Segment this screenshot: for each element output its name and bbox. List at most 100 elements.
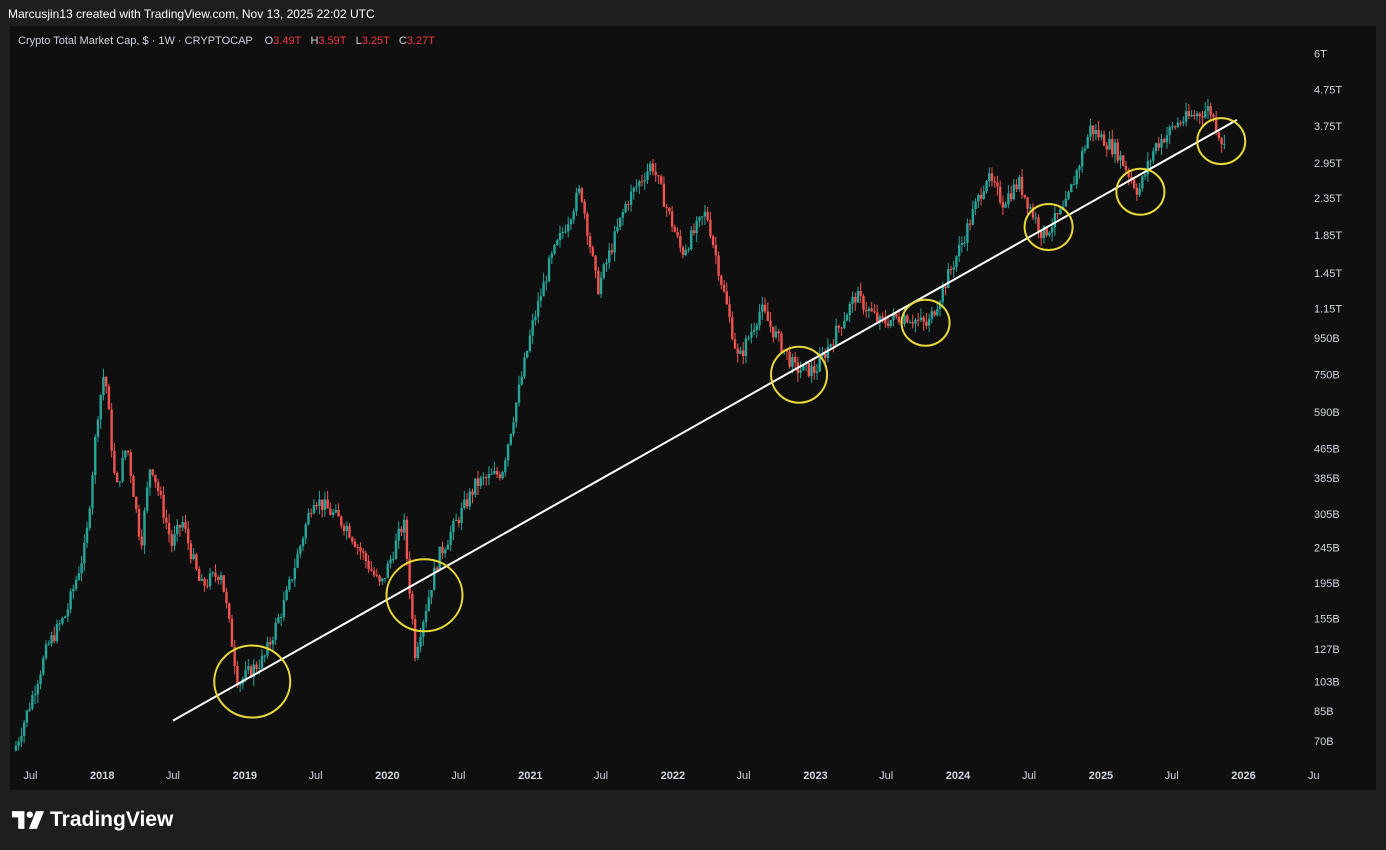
candle (1160, 133, 1163, 156)
candle-body (1141, 176, 1144, 189)
candle-body (113, 450, 116, 473)
candle-body (925, 321, 928, 326)
candle-body (840, 327, 843, 329)
x-tick-label: 2020 (375, 770, 399, 782)
candle-body (1113, 142, 1117, 155)
candle (1007, 185, 1010, 209)
candle-body (1018, 177, 1021, 190)
candle-body (996, 182, 999, 187)
candle-body (99, 395, 102, 420)
candle (282, 591, 286, 622)
candle (468, 488, 471, 510)
candle-body (1083, 148, 1087, 151)
candle (550, 250, 554, 265)
candle-body (818, 356, 821, 372)
candle-body (785, 349, 789, 352)
candle (381, 577, 384, 585)
candle (659, 174, 663, 185)
candle-body (47, 643, 50, 645)
candle-body (353, 541, 357, 547)
candle-body (1223, 143, 1226, 145)
candle (938, 299, 942, 317)
candle (487, 466, 491, 486)
candle-body (252, 664, 256, 678)
candle (397, 521, 400, 550)
candle-body (957, 245, 961, 257)
candle-body (200, 578, 204, 581)
candle-body (167, 522, 171, 535)
candle-body (178, 525, 182, 528)
candle (118, 481, 122, 488)
candle (370, 561, 373, 572)
candle (845, 313, 849, 321)
candle-body (739, 350, 742, 354)
candle-body (342, 525, 346, 532)
y-tick-label: 590B (1314, 407, 1340, 419)
candle-body (588, 236, 592, 248)
candle-body (1157, 143, 1160, 148)
candle-body (181, 522, 184, 528)
candle (501, 470, 504, 480)
candle (337, 503, 340, 517)
candle-body (632, 187, 636, 192)
candle (741, 341, 745, 365)
x-tick-label: Jul (23, 770, 37, 782)
candle-body (1072, 184, 1076, 186)
candle-body (772, 326, 775, 338)
candle (777, 329, 780, 342)
candle-body (463, 499, 466, 508)
candle-body (955, 256, 958, 268)
candle (700, 215, 704, 226)
candle (1039, 231, 1043, 247)
candle-body (230, 618, 234, 647)
candle-body (528, 335, 532, 351)
candle-body (624, 203, 627, 213)
candle (957, 236, 961, 262)
candle-body (197, 568, 201, 581)
candle-body (337, 509, 340, 517)
candle (616, 218, 619, 234)
x-tick-label: 2025 (1089, 770, 1113, 782)
candle-body (389, 559, 392, 564)
candle (985, 179, 988, 194)
candle-body (1184, 111, 1188, 122)
candle-body (752, 329, 756, 332)
close-value: 3.27T (406, 35, 436, 47)
candle-body (1105, 145, 1109, 150)
tradingview-logo[interactable]: TradingView (12, 808, 173, 832)
candle (304, 522, 307, 544)
y-tick-label: 385B (1314, 473, 1340, 485)
candle (457, 516, 461, 528)
chart-panel[interactable]: 6T 4.75T 3.75T 2.95T 2.35T 1.85T 1.45T 1.15T 950… (10, 26, 1376, 790)
candle-body (1198, 113, 1201, 117)
candle-body (799, 370, 802, 373)
candle (1083, 145, 1087, 154)
low-value: 3.25T (361, 35, 390, 47)
chart-canvas[interactable]: 6T 4.75T 3.75T 2.95T 2.35T 1.85T 1.45T 1.15T 950… (10, 26, 1376, 790)
candle (930, 306, 934, 324)
candle (906, 314, 909, 324)
x-tick-label: Jul (737, 770, 751, 782)
candle-body (673, 226, 677, 233)
candle (556, 238, 559, 246)
candle-body (1064, 198, 1068, 207)
candle (1111, 129, 1114, 158)
symbol-legend[interactable]: Crypto Total Market Cap, $ · 1W · CRYPTO… (18, 35, 441, 47)
candle (561, 227, 564, 240)
candle-body (413, 618, 417, 658)
candle-body (80, 563, 83, 574)
x-tick-label: 2024 (946, 770, 971, 782)
candle-body (1067, 192, 1070, 199)
candle (747, 335, 750, 341)
candle-body (1154, 143, 1158, 152)
candle (824, 348, 827, 363)
candle (536, 292, 540, 324)
candle (383, 578, 387, 583)
x-tick-label: Jul (166, 770, 180, 782)
candle-body (465, 499, 469, 507)
candle-body (356, 546, 359, 548)
candle-body (449, 532, 452, 545)
candle-body (495, 470, 499, 475)
candle (1122, 154, 1125, 167)
candle-body (1168, 126, 1171, 136)
